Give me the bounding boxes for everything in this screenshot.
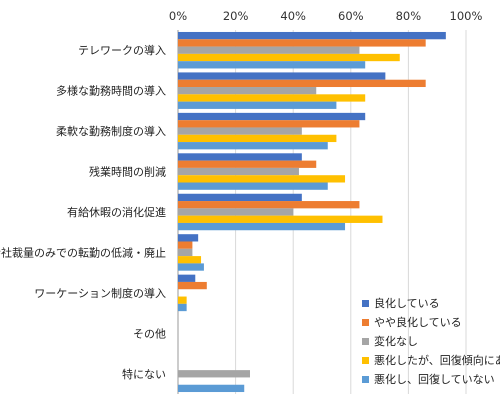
- bar: [178, 72, 386, 80]
- bar: [178, 201, 360, 209]
- category-label: 有給休暇の消化促進: [67, 205, 166, 219]
- x-tick-label: 80%: [396, 9, 422, 23]
- bar: [178, 384, 245, 393]
- legend-swatch: [362, 376, 369, 383]
- bar: [178, 256, 202, 264]
- bar: [178, 160, 317, 168]
- bar: [178, 127, 302, 135]
- bar: [178, 281, 207, 290]
- bar: [178, 274, 196, 282]
- legend-swatch: [362, 338, 369, 345]
- bar: [178, 134, 337, 143]
- bar: [178, 303, 187, 312]
- legend-swatch: [362, 300, 369, 307]
- bar: [178, 241, 193, 249]
- bar: [178, 79, 426, 88]
- bar: [178, 248, 193, 257]
- category-label: 特にない: [122, 367, 166, 381]
- bar: [178, 370, 250, 378]
- category-label: 残業時間の削減: [89, 165, 166, 179]
- bar: [178, 175, 346, 183]
- x-axis-ticks: 0% 20% 40% 60% 80% 100%: [169, 9, 483, 23]
- bar: [178, 112, 366, 121]
- legend-swatch: [362, 357, 369, 364]
- legend-swatch: [362, 319, 369, 326]
- legend-label: 良化している: [374, 296, 440, 310]
- x-tick-label: 40%: [280, 9, 306, 23]
- x-tick-label: 20%: [223, 9, 249, 23]
- bar: [178, 182, 328, 190]
- bar: [178, 31, 446, 40]
- bar: [178, 94, 366, 102]
- x-tick-label: 100%: [450, 9, 483, 23]
- bar: [178, 87, 317, 95]
- category-label: 柔軟な勤務制度の導入: [56, 124, 166, 138]
- category-label: 多様な勤務時間の導入: [56, 84, 166, 98]
- bar: [178, 142, 328, 150]
- category-label: テレワークの導入: [78, 43, 166, 57]
- legend-label: やや良化している: [374, 315, 462, 329]
- category-labels: テレワークの導入多様な勤務時間の導入柔軟な勤務制度の導入残業時間の削減有給休暇の…: [0, 43, 166, 381]
- bar: [178, 215, 383, 223]
- category-label: 会社裁量のみでの転勤の低減・廃止: [0, 245, 166, 259]
- category-label: ワーケーション制度の導入: [34, 286, 166, 300]
- bar: [178, 167, 299, 176]
- legend: 良化しているやや良化している変化なし悪化したが、回復傾向にある悪化し、回復してい…: [362, 296, 500, 386]
- legend-label: 変化なし: [374, 334, 418, 348]
- bar: [178, 193, 302, 202]
- category-label: その他: [133, 327, 166, 340]
- bar: [178, 153, 302, 161]
- bar: [178, 296, 187, 304]
- bar: [178, 53, 400, 62]
- bar: [178, 46, 360, 54]
- legend-label: 悪化し、回復していない: [374, 372, 495, 386]
- bar: [178, 39, 426, 47]
- bar: [178, 263, 204, 271]
- bar: [178, 222, 346, 231]
- bar: [178, 208, 294, 216]
- bar: [178, 234, 199, 242]
- bar: [178, 101, 337, 109]
- bar: [178, 61, 366, 69]
- x-tick-label: 60%: [338, 9, 364, 23]
- x-tick-label: 0%: [169, 9, 187, 23]
- bars: [178, 31, 446, 393]
- legend-label: 悪化したが、回復傾向にある: [374, 353, 500, 367]
- bar: [178, 120, 360, 128]
